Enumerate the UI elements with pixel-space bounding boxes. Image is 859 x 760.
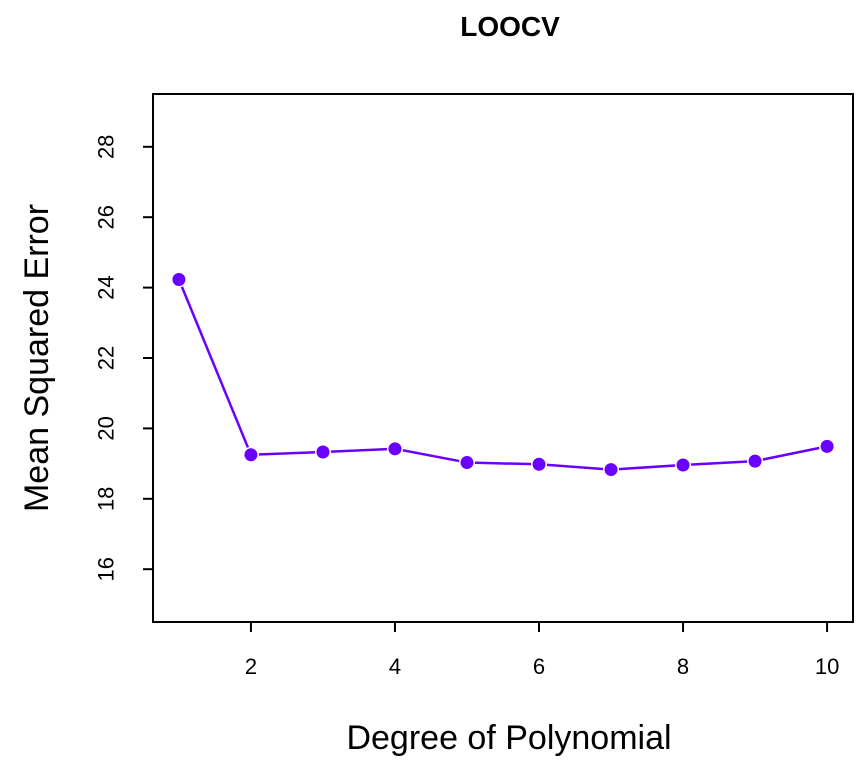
- y-axis-title: Mean Squared Error: [18, 204, 56, 512]
- y-tick-label: 26: [94, 205, 119, 229]
- data-point: [748, 454, 762, 468]
- y-tick-label: 20: [94, 416, 119, 440]
- x-tick-label: 8: [677, 654, 689, 679]
- data-point: [820, 439, 834, 453]
- data-point: [388, 442, 402, 456]
- data-point: [604, 463, 618, 477]
- chart-title: LOOCV: [460, 11, 560, 42]
- y-tick-label: 22: [94, 346, 119, 370]
- plot-frame: [152, 93, 854, 623]
- mse-series-points: [170, 271, 836, 478]
- y-tick-label: 16: [94, 557, 119, 581]
- data-point: [460, 456, 474, 470]
- data-point: [172, 273, 186, 287]
- data-point: [244, 448, 258, 462]
- x-axis: 2 4 6 8 10: [245, 622, 839, 679]
- y-tick-label: 18: [94, 487, 119, 511]
- x-axis-title: Degree of Polynomial: [346, 719, 671, 757]
- y-axis: 16 18 20 22 24 26 28: [94, 135, 153, 581]
- y-tick-label: 28: [94, 135, 119, 159]
- data-point: [316, 445, 330, 459]
- x-tick-label: 6: [533, 654, 545, 679]
- x-tick-label: 10: [815, 654, 839, 679]
- x-tick-label: 4: [389, 654, 401, 679]
- mse-series-line: [177, 279, 828, 471]
- y-tick-label: 24: [94, 275, 119, 299]
- data-point: [532, 457, 546, 471]
- data-point: [676, 458, 690, 472]
- x-tick-label: 2: [245, 654, 257, 679]
